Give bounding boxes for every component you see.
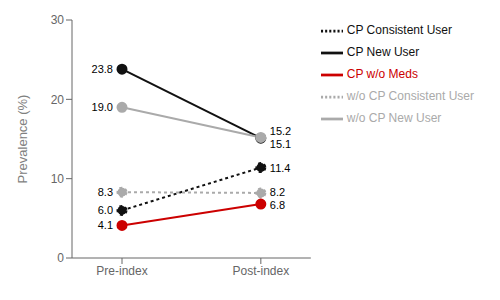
svg-text:0: 0: [57, 251, 64, 265]
svg-text:Post-index: Post-index: [232, 264, 289, 278]
svg-text:23.8: 23.8: [92, 63, 113, 75]
svg-text:10: 10: [51, 172, 65, 186]
svg-text:11.4: 11.4: [270, 162, 291, 174]
svg-text:6.0: 6.0: [98, 204, 113, 216]
svg-text:15.1: 15.1: [270, 138, 291, 150]
svg-text:4.1: 4.1: [98, 219, 113, 231]
svg-text:Pre-index: Pre-index: [96, 264, 147, 278]
svg-text:8.3: 8.3: [98, 186, 113, 198]
html-text:w/o CP New User: w/o CP New User: [346, 111, 442, 126]
html-text:w/o CP Consistent User: w/o CP Consistent User: [346, 89, 474, 104]
svg-text:Prevalence (%): Prevalence (%): [15, 95, 30, 184]
html-text:CP w/o Meds: CP w/o Meds: [346, 67, 418, 82]
svg-text:19.0: 19.0: [92, 101, 113, 113]
svg-text:15.2: 15.2: [270, 125, 291, 137]
html-text:CP New User: CP New User: [346, 45, 420, 60]
html-text:CP Consistent User: CP Consistent User: [346, 23, 452, 38]
svg-text:6.8: 6.8: [270, 199, 285, 211]
svg-text:20: 20: [51, 93, 65, 107]
svg-text:30: 30: [51, 13, 65, 27]
svg-text:8.2: 8.2: [270, 186, 285, 198]
